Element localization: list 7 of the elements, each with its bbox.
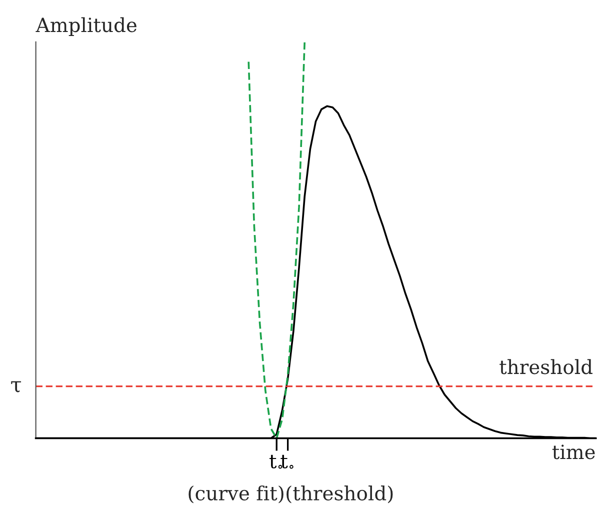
text: (curve fit) (188, 485, 284, 504)
annotation: threshold (500, 359, 592, 374)
x-axis-title: time (552, 444, 595, 460)
y-axis-title: Amplitude (36, 17, 137, 36)
text: (threshold) (286, 485, 393, 504)
ref-line-label: τ (11, 381, 22, 392)
x-tick-label: t$_{∘}$ (280, 454, 294, 469)
